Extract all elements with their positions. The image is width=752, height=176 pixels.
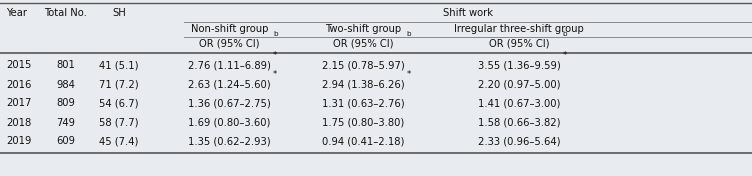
Text: 2.76 (1.11–6.89): 2.76 (1.11–6.89): [188, 61, 271, 71]
Text: 2017: 2017: [6, 99, 32, 108]
Text: b: b: [407, 31, 411, 37]
Text: 1.35 (0.62–2.93): 1.35 (0.62–2.93): [188, 137, 271, 146]
Text: 0.94 (0.41–2.18): 0.94 (0.41–2.18): [322, 137, 405, 146]
Text: 2.20 (0.97–5.00): 2.20 (0.97–5.00): [478, 80, 560, 90]
Text: 41 (5.1): 41 (5.1): [99, 61, 138, 71]
Text: 609: 609: [56, 137, 75, 146]
Text: *: *: [407, 70, 411, 79]
Text: 1.75 (0.80–3.80): 1.75 (0.80–3.80): [322, 118, 405, 127]
Text: 984: 984: [56, 80, 75, 90]
Text: 2.33 (0.96–5.64): 2.33 (0.96–5.64): [478, 137, 560, 146]
Text: 2.63 (1.24–5.60): 2.63 (1.24–5.60): [188, 80, 271, 90]
Text: b: b: [273, 31, 277, 37]
Text: 3.55 (1.36–9.59): 3.55 (1.36–9.59): [478, 61, 560, 71]
Text: b: b: [562, 31, 567, 37]
Text: 749: 749: [56, 118, 75, 127]
Text: 1.31 (0.63–2.76): 1.31 (0.63–2.76): [322, 99, 405, 108]
Text: 1.69 (0.80–3.60): 1.69 (0.80–3.60): [188, 118, 271, 127]
Text: Shift work: Shift work: [443, 8, 493, 17]
Text: 2019: 2019: [6, 137, 32, 146]
Text: 1.58 (0.66–3.82): 1.58 (0.66–3.82): [478, 118, 560, 127]
Text: 45 (7.4): 45 (7.4): [99, 137, 138, 146]
Text: Two-shift group: Two-shift group: [325, 24, 402, 33]
Text: 801: 801: [56, 61, 75, 71]
Text: OR (95% CI): OR (95% CI): [333, 39, 393, 49]
Text: 58 (7.7): 58 (7.7): [99, 118, 138, 127]
Text: OR (95% CI): OR (95% CI): [199, 39, 259, 49]
Text: OR (95% CI): OR (95% CI): [489, 39, 549, 49]
Text: SH: SH: [112, 8, 126, 17]
Text: Year: Year: [6, 8, 27, 17]
Text: *: *: [273, 51, 277, 60]
Text: 71 (7.2): 71 (7.2): [99, 80, 138, 90]
Text: 2.15 (0.78–5.97): 2.15 (0.78–5.97): [322, 61, 405, 71]
Text: 1.36 (0.67–2.75): 1.36 (0.67–2.75): [188, 99, 271, 108]
Text: *: *: [273, 70, 277, 79]
Text: 2016: 2016: [6, 80, 32, 90]
Bar: [0, 0, 752, 53]
Text: 2018: 2018: [6, 118, 32, 127]
Text: Non-shift group: Non-shift group: [191, 24, 268, 33]
Text: 2015: 2015: [6, 61, 32, 71]
Text: 1.41 (0.67–3.00): 1.41 (0.67–3.00): [478, 99, 560, 108]
Text: Irregular three-shift group: Irregular three-shift group: [454, 24, 584, 33]
Text: 54 (6.7): 54 (6.7): [99, 99, 138, 108]
Text: *: *: [562, 51, 567, 60]
Text: 2.94 (1.38–6.26): 2.94 (1.38–6.26): [322, 80, 405, 90]
Text: Total No.: Total No.: [44, 8, 87, 17]
Text: 809: 809: [56, 99, 75, 108]
